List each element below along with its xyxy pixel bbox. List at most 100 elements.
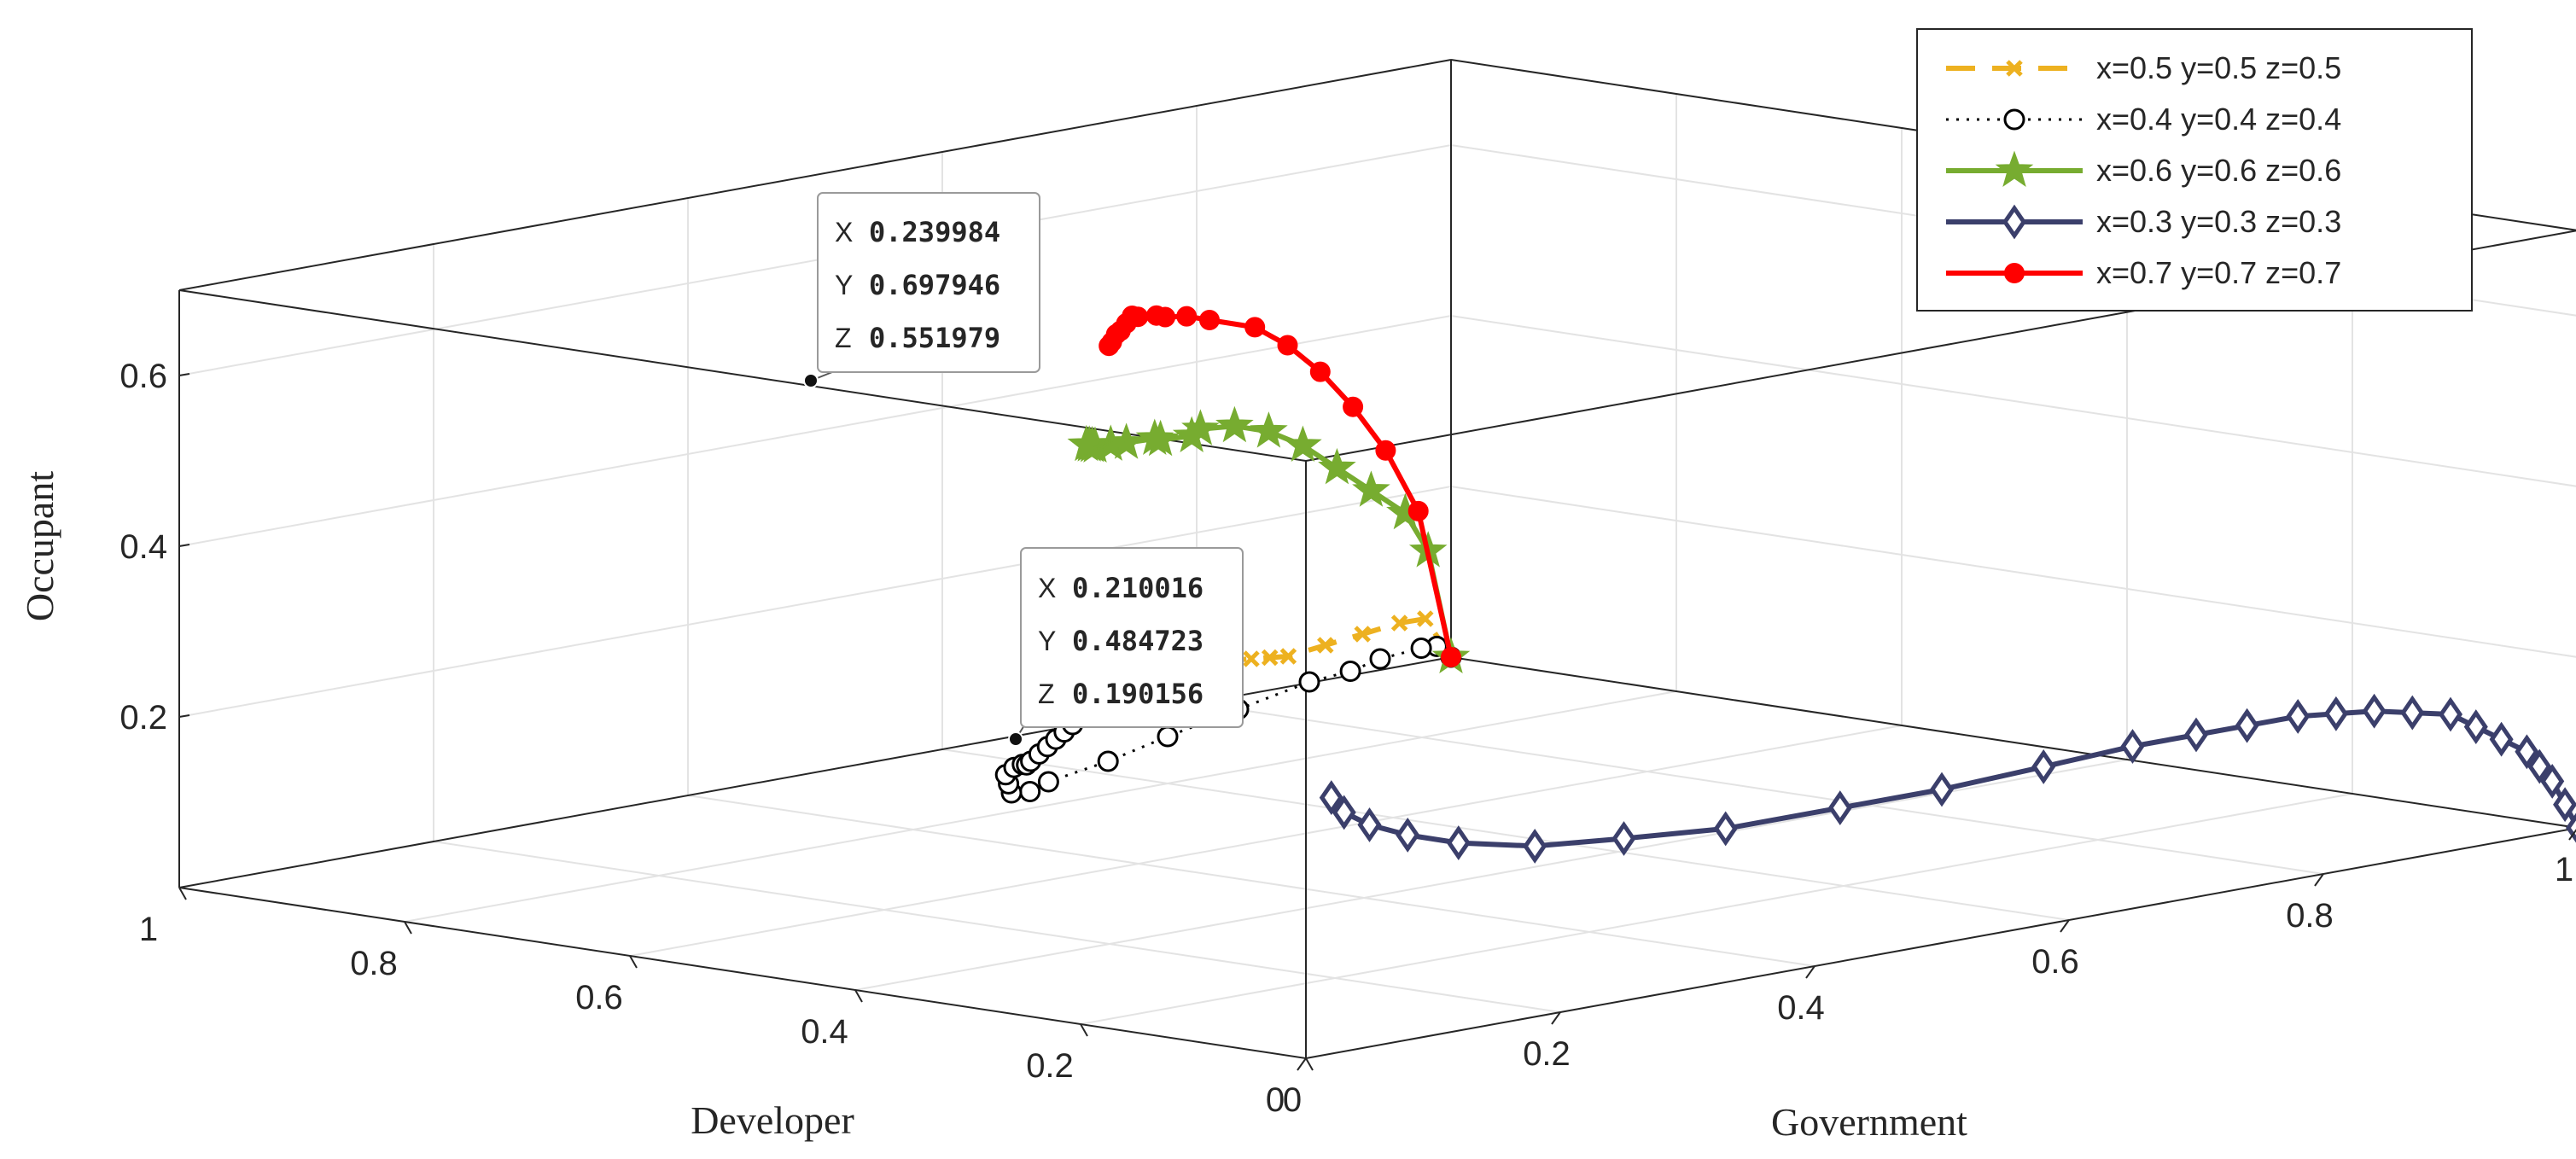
tick-labels: 0 0.2 0.4 0.6 0.8 1 0 0.2 0.4 0.6 0.8 1 0.2 0.4 0.6 [119,358,2576,1119]
x-tick-label: 1 [2555,851,2573,888]
grid-floor-x [1196,702,2324,875]
datatip-2-x: 0.210016 [1072,572,1203,604]
y-axis-title: Developer [691,1098,854,1142]
y-tick-label: 1 [139,911,158,948]
data-point [1317,637,1334,654]
data-point [1157,725,1179,748]
x-tick-label: 0.4 [1777,989,1825,1027]
data-point [1354,626,1371,643]
data-point [1243,650,1260,667]
datatip-2[interactable]: X 0.210016 Y 0.484723 Z 0.190156 [1008,547,1244,747]
data-point [1176,306,1198,327]
box-edge [178,59,1452,291]
data-point [1339,661,1361,682]
svg-text:Z: Z [835,323,852,353]
grid-floor-y [854,759,2128,991]
data-point [1611,821,1636,856]
data-point [1446,825,1471,861]
x-tick-mark [1297,1057,1307,1071]
data-point [2540,763,2565,799]
y-tick-mark [854,989,863,1003]
datatip-1-z: 0.551979 [869,322,1000,354]
grid-floor-y [629,725,1903,957]
x-tick-label: 0.2 [1523,1035,1571,1073]
datatip-2-z: 0.190156 [1072,678,1203,710]
grid-floor-x [687,795,1815,967]
grid-floor-y [404,690,1677,923]
data-point [1199,310,1220,330]
series-series_04 [994,635,1462,804]
data-point [1441,647,1461,667]
legend-label: x=0.4 y=0.4 z=0.4 [2096,102,2341,137]
data-point [1019,781,1041,802]
box-edge [1450,656,2576,829]
grid-floor-x [433,841,1561,1013]
data-point [2489,721,2514,757]
data-point [2515,734,2539,770]
data-point [1037,771,1059,793]
grid-wall-z [178,314,2576,547]
data-point [1396,817,1420,853]
svg-text:Y: Y [835,270,853,300]
series-series_03 [1319,693,2576,864]
box-edge [178,289,1307,462]
data-point [1319,780,1343,816]
grid-floor-x [941,748,2070,921]
legend-label: x=0.6 y=0.6 z=0.6 [2096,153,2341,188]
y-tick-label: 0.6 [575,979,623,1016]
svg-text:Z: Z [1038,679,1055,709]
y-tick-mark [1080,1023,1088,1037]
y-tick-mark [404,921,412,935]
data-point [1244,317,1266,338]
y-tick-mark [178,887,187,900]
data-point [1929,772,1955,807]
data-point [1067,424,1106,462]
data-point [1410,638,1432,659]
data-point [1250,411,1288,448]
grid-lines [178,94,2576,1025]
datatip-2-y: 0.484723 [1072,625,1203,657]
z-tick-mark [178,373,190,376]
x-tick-mark [2314,873,2324,887]
data-point [2002,204,2027,240]
series-line [1329,708,2576,849]
data-point [1145,305,1167,326]
legend-label: x=0.7 y=0.7 z=0.7 [2096,255,2341,290]
legend-item: x=0.4 y=0.4 z=0.4 [1946,102,2341,137]
data-point [2362,693,2387,729]
data-point [2286,698,2311,734]
datatip-1-y: 0.697946 [869,269,1000,301]
datatip-2-marker [1008,731,1023,747]
data-point [1390,614,1408,632]
data-point [1172,416,1211,452]
y-tick-label: 0.2 [1026,1047,1074,1085]
data-point [2006,60,2023,77]
data-point [1135,418,1174,455]
datatip-1[interactable]: X 0.239984 Y 0.697946 Z 0.551979 [803,192,1040,388]
data-point [2438,696,2463,732]
data-point [2235,708,2259,743]
data-point [1369,648,1391,670]
data-point [1215,405,1254,443]
data-point [1097,750,1119,772]
data-point [1318,447,1356,485]
box-edge [178,887,1307,1059]
z-tick-label: 0.2 [119,699,167,737]
data-point [1357,807,1382,842]
data-point [1279,648,1297,665]
data-point [1995,150,2034,187]
data-point [1713,811,1738,847]
data-point [1284,425,1322,462]
data-point [2553,787,2576,823]
data-point [1407,500,1429,521]
legend-item: x=0.7 y=0.7 z=0.7 [1946,255,2341,290]
data-point [1417,610,1434,627]
data-point [1375,440,1396,461]
z-tick-mark [178,714,190,718]
y-tick-label: 0.8 [350,945,398,982]
data-point [2527,748,2552,784]
data-point [2120,729,2145,764]
x-tick-mark [1805,965,1815,979]
box-edge [1305,827,2576,1059]
